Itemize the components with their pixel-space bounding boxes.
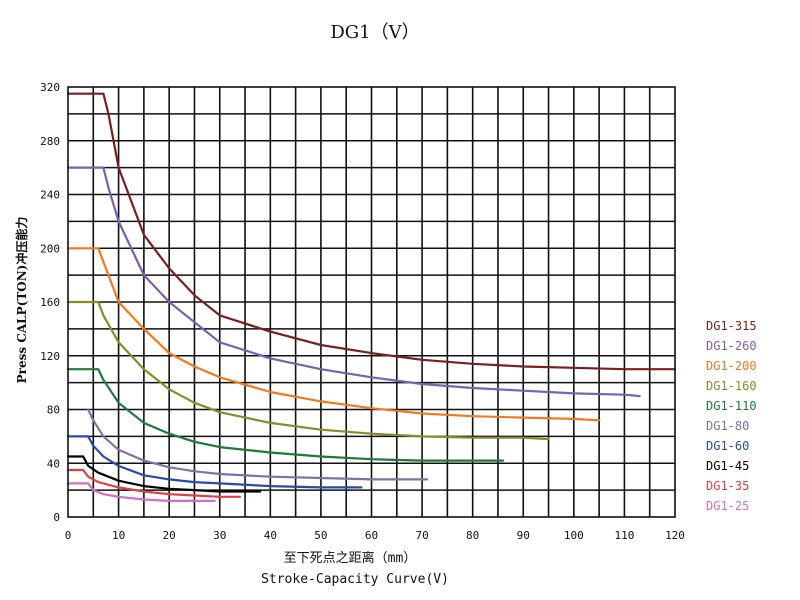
legend: DG1-315 DG1-260 DG1-200 DG1-160 DG1-110 DG1-8… [706,319,757,513]
series-line-dg1-200 [66,247,601,422]
x-tick-label: 70 [415,529,428,542]
legend-entry: DG1-35 [706,479,749,493]
series-line-dg1-60 [66,435,363,489]
series-line-dg1-25 [66,482,216,502]
series-line-dg1-315 [66,92,677,371]
y-tick-label: 80 [47,404,60,417]
legend-entry: DG1-160 [706,379,757,393]
x-axis-label-english: Stroke-Capacity Curve(V) [261,572,449,587]
plot-frame [67,86,676,518]
x-tick-label: 120 [665,529,685,542]
y-tick-label: 280 [40,135,60,148]
x-tick-label: 110 [614,529,634,542]
series-lines [66,92,677,502]
tick-labels: 0 10 20 30 40 50 60 70 80 90 100 110 120 0 40 80 120 160 2… [40,81,685,542]
x-tick-label: 100 [564,529,584,542]
y-tick-label: 240 [40,189,60,202]
y-tick-label: 0 [53,511,60,524]
x-tick-label: 80 [466,529,479,542]
chart-title: DG1（V） [330,22,419,43]
series-line-dg1-260 [66,166,641,398]
series-line-dg1-160 [66,300,550,441]
y-tick-label: 160 [40,296,60,309]
x-tick-label: 40 [264,529,277,542]
legend-entry: DG1-60 [706,439,749,453]
legend-entry: DG1-25 [706,499,749,513]
x-tick-label: 30 [213,529,226,542]
legend-entry: DG1-110 [706,399,757,413]
series-line-dg1-80 [87,408,429,481]
grid [68,87,675,517]
y-tick-label: 200 [40,242,60,255]
x-axis-label: 至下死点之距离（mm） [284,550,417,566]
legend-entry: DG1-45 [706,459,749,473]
legend-entry: DG1-80 [706,419,749,433]
series-line-dg1-35 [66,468,242,498]
x-tick-label: 20 [163,529,176,542]
series-line-dg1-45 [66,455,262,493]
legend-entry: DG1-200 [706,359,757,373]
x-tick-label: 60 [365,529,378,542]
x-tick-label: 50 [314,529,327,542]
y-tick-label: 320 [40,81,60,94]
x-tick-label: 90 [517,529,530,542]
series-line-dg1-110 [66,368,505,462]
x-tick-label: 10 [112,529,125,542]
x-tick-label: 0 [65,529,72,542]
y-tick-label: 120 [40,350,60,363]
y-tick-label: 40 [47,457,60,470]
legend-entry: DG1-315 [706,319,757,333]
legend-entry: DG1-260 [706,339,757,353]
y-axis-label: Press CALP(TON)冲压能力 [14,217,29,384]
